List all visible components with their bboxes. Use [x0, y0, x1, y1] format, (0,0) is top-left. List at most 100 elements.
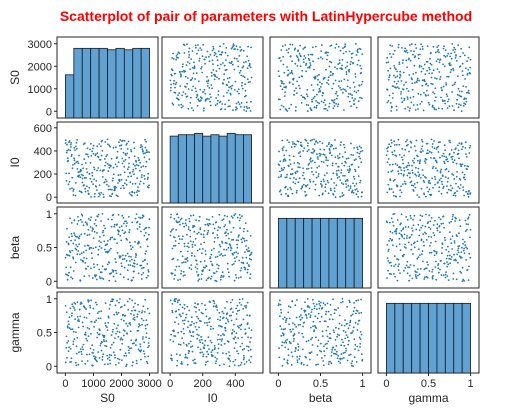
data-point: [332, 165, 334, 167]
data-point: [212, 350, 214, 352]
data-point: [201, 252, 203, 254]
data-point: [401, 148, 403, 150]
data-point: [450, 221, 452, 223]
data-point: [432, 143, 434, 145]
data-point: [220, 54, 222, 56]
data-point: [82, 349, 84, 351]
data-point: [411, 82, 413, 84]
data-point: [238, 353, 240, 355]
data-point: [101, 271, 103, 273]
data-point: [313, 321, 315, 323]
data-point: [316, 75, 318, 77]
data-point: [399, 232, 401, 234]
data-point: [419, 273, 421, 275]
data-point: [447, 181, 449, 183]
data-point: [242, 308, 244, 310]
data-point: [189, 221, 191, 223]
data-point: [311, 167, 313, 169]
data-point: [134, 192, 136, 194]
data-point: [327, 341, 329, 343]
data-point: [279, 109, 281, 111]
data-point: [299, 45, 301, 47]
data-point: [232, 64, 234, 66]
data-point: [223, 218, 225, 220]
data-point: [237, 240, 239, 242]
data-point: [238, 277, 240, 279]
data-point: [132, 183, 134, 185]
data-point: [234, 58, 236, 60]
data-point: [93, 308, 95, 310]
data-point: [398, 238, 400, 240]
data-point: [287, 52, 289, 54]
data-point: [221, 338, 223, 340]
data-point: [145, 147, 147, 149]
data-point: [100, 343, 102, 345]
data-point: [214, 79, 216, 81]
data-point: [399, 154, 401, 156]
data-point: [204, 89, 206, 91]
data-point: [432, 167, 434, 169]
y-axis-label-S0: S0: [8, 70, 22, 85]
data-point: [122, 339, 124, 341]
data-point: [285, 160, 287, 162]
data-point: [131, 280, 133, 282]
hist-bar-I0: [170, 136, 178, 203]
data-point: [136, 213, 138, 215]
data-point: [140, 246, 142, 248]
data-point: [443, 153, 445, 155]
data-point: [117, 252, 119, 254]
data-point: [448, 251, 450, 253]
data-point: [90, 216, 92, 218]
data-point: [74, 309, 76, 311]
data-point: [339, 315, 341, 317]
data-point: [219, 312, 221, 314]
data-point: [413, 96, 415, 98]
data-point: [332, 319, 334, 321]
data-point: [355, 158, 357, 160]
data-point: [458, 157, 460, 159]
data-point: [81, 182, 83, 184]
data-point: [401, 47, 403, 49]
hist-bar-gamma: [454, 303, 462, 373]
data-point: [412, 253, 414, 255]
data-point: [397, 86, 399, 88]
data-point: [423, 194, 425, 196]
data-point: [451, 91, 453, 93]
data-point: [316, 167, 318, 169]
data-point: [314, 305, 316, 307]
data-point: [409, 177, 411, 179]
data-point: [342, 47, 344, 49]
data-point: [298, 85, 300, 87]
data-point: [82, 178, 84, 180]
data-point: [315, 336, 317, 338]
data-point: [146, 361, 148, 363]
data-point: [406, 66, 408, 68]
data-point: [288, 48, 290, 50]
data-point: [294, 350, 296, 352]
data-point: [281, 82, 283, 84]
data-point: [97, 312, 99, 314]
data-point: [280, 189, 282, 191]
data-point: [432, 269, 434, 271]
data-point: [134, 165, 136, 167]
data-point: [335, 103, 337, 105]
data-point: [448, 171, 450, 173]
data-point: [349, 51, 351, 53]
data-point: [334, 349, 336, 351]
data-point: [393, 140, 395, 142]
data-point: [212, 60, 214, 62]
data-point: [340, 144, 342, 146]
data-point: [199, 58, 201, 60]
data-point: [360, 312, 362, 314]
data-point: [73, 220, 75, 222]
data-point: [183, 275, 185, 277]
data-point: [292, 141, 294, 143]
data-point: [192, 351, 194, 353]
data-point: [412, 73, 414, 75]
data-point: [224, 307, 226, 309]
data-point: [194, 78, 196, 80]
data-point: [453, 254, 455, 256]
data-point: [212, 69, 214, 71]
data-point: [66, 150, 68, 152]
data-point: [205, 56, 207, 58]
